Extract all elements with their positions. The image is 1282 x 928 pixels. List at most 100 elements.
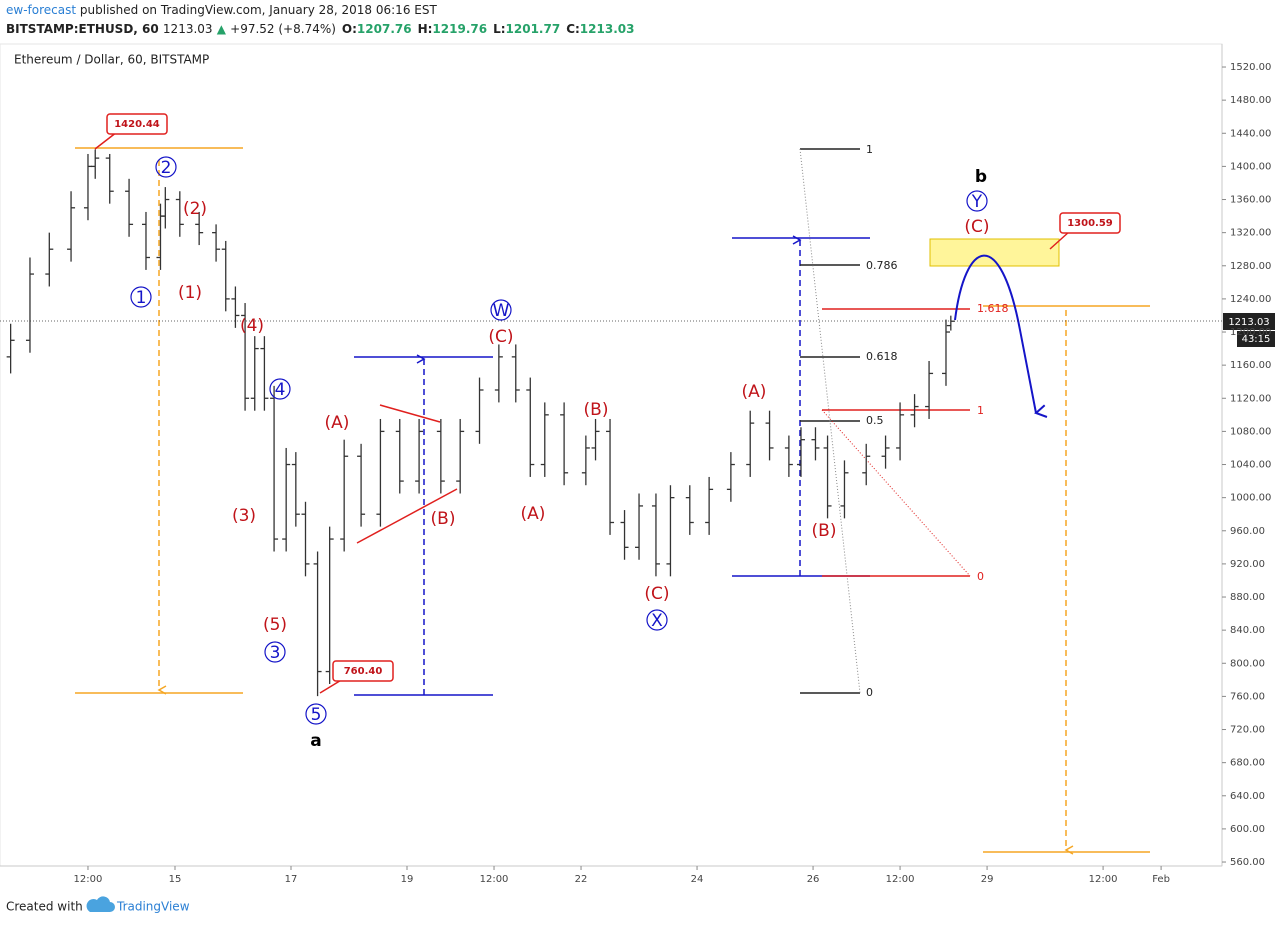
y-tick-label: 840.00	[1230, 625, 1265, 636]
wave-label: (3)	[232, 506, 256, 526]
y-tick-label: 1400.00	[1230, 161, 1271, 172]
y-tick-label: 640.00	[1230, 791, 1265, 802]
y-tick-label: 960.00	[1230, 526, 1265, 537]
y-tick-label: 1360.00	[1230, 195, 1271, 206]
wave-label: (2)	[183, 199, 207, 219]
drawings	[0, 147, 1222, 855]
triangle-line	[356, 488, 458, 544]
y-tick-label: 760.00	[1230, 691, 1265, 702]
fib-label: 0.618	[866, 350, 898, 363]
annotations: 1 2 (2) (1) (4) 4 (3) (5) 3 5 a (A) (B) W (C) (A) (B) (C)…	[94, 113, 1121, 751]
x-tick-label: 19	[401, 874, 414, 885]
wave-label: Y	[971, 192, 983, 212]
wave-label: (4)	[240, 316, 264, 336]
x-tick-label: 22	[575, 874, 588, 885]
x-tick-label: 12:00	[74, 874, 103, 885]
header-line1: ew-forecast published on TradingView.com…	[6, 3, 437, 17]
countdown: 43:15	[1242, 334, 1271, 345]
wave-circle	[305, 703, 327, 725]
logo	[86, 896, 115, 912]
last-price: 1213.03	[1228, 317, 1269, 328]
last-price-tag	[1223, 313, 1275, 330]
series	[6, 149, 955, 697]
wave-label: 2	[161, 158, 172, 178]
wave-label: 1	[136, 288, 147, 308]
published: published on TradingView.com, January 28…	[80, 3, 438, 17]
plot-area	[0, 43, 1223, 867]
wave-circle	[966, 190, 988, 212]
y-tick-label: 1000.00	[1230, 493, 1271, 504]
x-tick-label: Feb	[1152, 874, 1170, 885]
fib-label: 0	[977, 570, 984, 583]
wave-circle	[490, 299, 512, 321]
y-tick-label: 920.00	[1230, 559, 1265, 570]
x-tick-label: 12:00	[480, 874, 509, 885]
y-tick-label: 1200.00	[1230, 327, 1271, 338]
y-tick-label: 1240.00	[1230, 294, 1271, 305]
callout-pointer	[94, 131, 118, 150]
wave-label: (A)	[521, 504, 546, 524]
y-tick-label: 600.00	[1230, 824, 1265, 835]
y-tick-label: 1280.00	[1230, 261, 1271, 272]
fib-label: 0	[866, 686, 873, 699]
fib-label: 0.5	[866, 414, 884, 427]
callout-pointer	[1049, 230, 1071, 250]
wave-label: (B)	[812, 521, 837, 541]
wave-label: (C)	[644, 584, 669, 604]
wave-label: (C)	[488, 327, 513, 347]
ohlc-label: L:	[493, 22, 505, 36]
wave-label: X	[651, 611, 663, 631]
x-tick-label: 15	[169, 874, 182, 885]
wave-circle	[155, 156, 177, 178]
price: 1213.03	[163, 22, 213, 36]
wave-label: a	[310, 731, 321, 751]
x-tick-label: 29	[981, 874, 994, 885]
y-tick-label: 1120.00	[1230, 393, 1271, 404]
fib-label: 0.786	[866, 259, 898, 272]
y-tick-label: 880.00	[1230, 592, 1265, 603]
wave-label: (A)	[325, 413, 350, 433]
change: +97.52 (+8.74%)	[230, 22, 336, 36]
wave-circle	[646, 609, 668, 631]
y-tick-label: 800.00	[1230, 658, 1265, 669]
wave-circle	[130, 286, 152, 308]
y-tick-label: 1480.00	[1230, 95, 1271, 106]
author[interactable]: ew-forecast	[6, 3, 76, 17]
y-tick-label: 1080.00	[1230, 426, 1271, 437]
up-arrow: ▲	[217, 22, 227, 36]
ohlc-value: 1201.77	[506, 22, 561, 36]
wave-label: (A)	[742, 382, 767, 402]
x-tick-label: 12:00	[1089, 874, 1118, 885]
x-tick-label: 24	[691, 874, 704, 885]
wave-label: (1)	[178, 283, 202, 303]
callout-box	[1059, 212, 1121, 234]
wave-label: 5	[311, 705, 322, 725]
wave-label: W	[493, 301, 510, 321]
ohlc: O:1207.76 H:1219.76 L:1201.77 C:1213.03	[342, 22, 635, 36]
y-tick-label: 1440.00	[1230, 128, 1271, 139]
wave-label: (5)	[263, 615, 287, 635]
y-tick-label: 720.00	[1230, 725, 1265, 736]
ohlc-label: H:	[418, 22, 433, 36]
callout-box	[106, 113, 168, 135]
wave-label: 4	[275, 380, 286, 400]
countdown-tag	[1237, 331, 1275, 347]
y-tick-label: 680.00	[1230, 758, 1265, 769]
ohlc-value: 1207.76	[357, 22, 412, 36]
callout-label: 1300.59	[1067, 218, 1113, 229]
wave-label: b	[975, 167, 987, 187]
projection-curve	[954, 254, 1048, 418]
callout-label: 760.40	[344, 666, 383, 677]
wave-label: (C)	[964, 217, 989, 237]
ohlc-label: O:	[342, 22, 357, 36]
fib-label: 1	[977, 404, 984, 417]
callout-box	[332, 660, 394, 682]
y-tick-label: 560.00	[1230, 857, 1265, 868]
x-tick-label: 12:00	[886, 874, 915, 885]
chart-title: Ethereum / Dollar, 60, BITSTAMP	[14, 53, 209, 67]
ohlc-label: C:	[566, 22, 580, 36]
y-tick-label: 1520.00	[1230, 62, 1271, 73]
triangle-line	[379, 404, 441, 423]
footer-brand[interactable]: TradingView	[116, 900, 190, 914]
